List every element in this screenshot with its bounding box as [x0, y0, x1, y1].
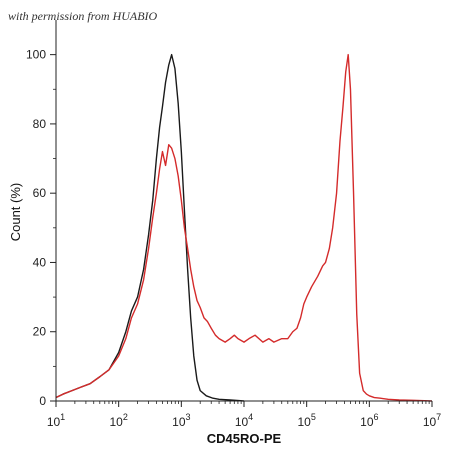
tick-labels: 101 102 103 104 105 106 107 0 20 40 60 80 100: [26, 48, 441, 429]
axes: [55, 20, 432, 402]
tick-marks: [50, 54, 433, 407]
y-tick-label: 60: [33, 186, 47, 200]
y-tick-label: 40: [33, 255, 47, 269]
x-tick-label: 107: [423, 412, 441, 429]
plot-area: [55, 53, 433, 402]
x-tick-label: 106: [360, 412, 378, 429]
y-tick-label: 80: [33, 117, 47, 131]
x-tick-label: 101: [47, 412, 65, 429]
y-tick-label: 0: [39, 394, 46, 408]
series-line-2: [55, 53, 433, 402]
x-tick-label: 103: [172, 412, 190, 429]
y-tick-label: 100: [26, 48, 46, 62]
x-tick-label: 102: [109, 412, 127, 429]
y-tick-label: 20: [33, 325, 47, 339]
series-line-1: [55, 53, 245, 402]
x-tick-label: 105: [297, 412, 315, 429]
x-tick-label: 104: [235, 412, 253, 429]
x-axis-title: CD45RO-PE: [207, 431, 282, 446]
y-axis-title: Count (%): [8, 183, 23, 242]
watermark-text: with permission from HUABIO: [8, 9, 158, 23]
